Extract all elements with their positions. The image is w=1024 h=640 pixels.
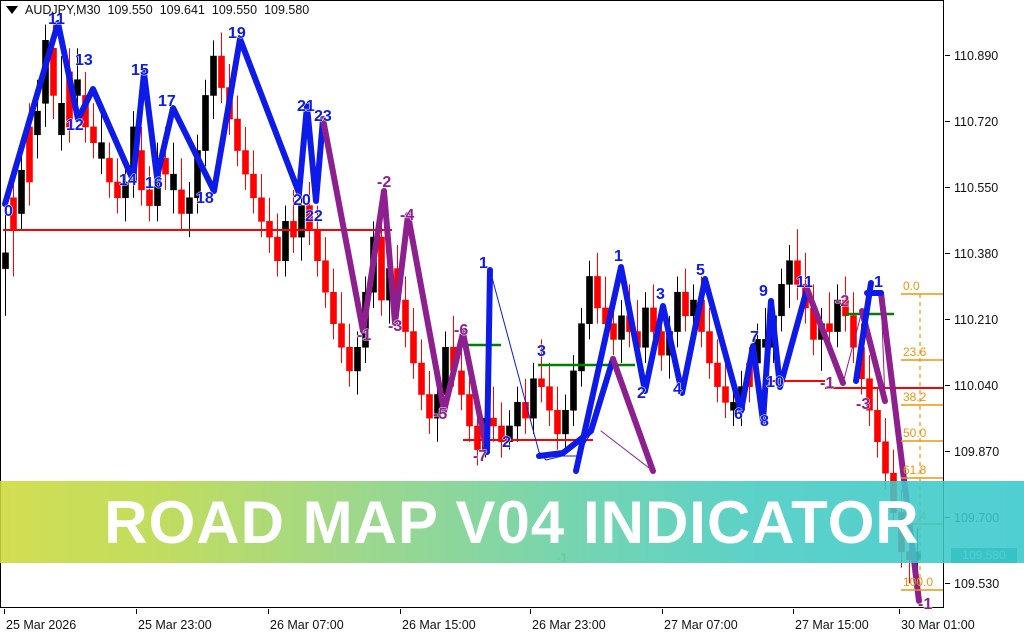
price-axis-tick: 110.720 bbox=[945, 115, 1024, 129]
price-axis-tick: 110.890 bbox=[945, 49, 1024, 63]
time-axis-label: 27 Mar 07:00 bbox=[664, 618, 738, 632]
time-tick-mark bbox=[268, 609, 269, 614]
time-axis-label: 26 Mar 23:00 bbox=[532, 618, 606, 632]
price-axis-tick: 109.870 bbox=[945, 445, 1024, 459]
time-axis-label: 25 Mar 23:00 bbox=[138, 618, 212, 632]
time-tick-mark bbox=[400, 609, 401, 614]
price-axis-label: 110.210 bbox=[954, 313, 999, 327]
price-tick-mark bbox=[945, 385, 950, 386]
quote-high: 109.641 bbox=[159, 3, 205, 17]
quote-close: 109.580 bbox=[264, 3, 310, 17]
price-tick-mark bbox=[945, 253, 950, 254]
price-tick-mark bbox=[945, 451, 950, 452]
time-tick-mark bbox=[136, 609, 137, 614]
price-tick-mark bbox=[945, 187, 950, 188]
quote-low: 109.550 bbox=[211, 3, 258, 17]
price-axis-tick: 110.380 bbox=[945, 247, 1024, 261]
candlestick-svg bbox=[2, 20, 943, 604]
time-tick-mark bbox=[4, 609, 5, 614]
chart-plot-frame bbox=[0, 0, 944, 608]
level-lines bbox=[3, 229, 943, 441]
chevron-down-icon[interactable] bbox=[6, 6, 18, 14]
price-tick-mark bbox=[945, 55, 950, 56]
price-tick-mark bbox=[945, 583, 950, 584]
time-axis-label: 25 Mar 2026 bbox=[6, 618, 77, 632]
time-axis-label: 26 Mar 15:00 bbox=[402, 618, 476, 632]
zigzag-lines bbox=[2, 20, 922, 604]
price-axis-label: 110.720 bbox=[954, 115, 999, 129]
price-axis-tick: 110.210 bbox=[945, 313, 1024, 327]
price-axis-label: 109.530 bbox=[954, 577, 1000, 591]
symbol-label: AUDJPY,M30 bbox=[25, 3, 101, 17]
time-axis-label: 30 Mar 01:00 bbox=[901, 618, 975, 632]
watermark-banner bbox=[0, 481, 1024, 563]
price-axis-tick: 109.530 bbox=[945, 577, 1024, 591]
price-axis-tick: 110.550 bbox=[945, 181, 1024, 195]
time-tick-mark bbox=[530, 609, 531, 614]
price-axis-label: 110.040 bbox=[954, 379, 999, 393]
watermark-text: ROAD MAP V04 INDICATOR bbox=[104, 488, 920, 556]
price-tick-mark bbox=[945, 319, 950, 320]
time-tick-mark bbox=[662, 609, 663, 614]
price-axis-tick: 110.040 bbox=[945, 379, 1024, 393]
price-axis-label: 110.890 bbox=[954, 49, 999, 63]
time-axis-label: 27 Mar 15:00 bbox=[795, 618, 869, 632]
time-axis[interactable]: 25 Mar 2026 25 Mar 23:00 26 Mar 07:00 26 Ma… bbox=[0, 609, 975, 640]
price-axis-label: 109.870 bbox=[954, 445, 1000, 459]
time-tick-mark bbox=[793, 609, 794, 614]
price-axis-label: 110.550 bbox=[954, 181, 999, 195]
chart-plot-area[interactable] bbox=[1, 1, 943, 607]
time-axis-label: 26 Mar 07:00 bbox=[270, 618, 344, 632]
quote-open: 109.550 bbox=[107, 3, 153, 17]
time-tick-mark bbox=[899, 609, 900, 614]
price-tick-mark bbox=[945, 121, 950, 122]
symbol-quote-bar: AUDJPY,M30 109.550 109.641 109.550 109.5… bbox=[6, 2, 309, 18]
price-axis-label: 110.380 bbox=[954, 247, 999, 261]
